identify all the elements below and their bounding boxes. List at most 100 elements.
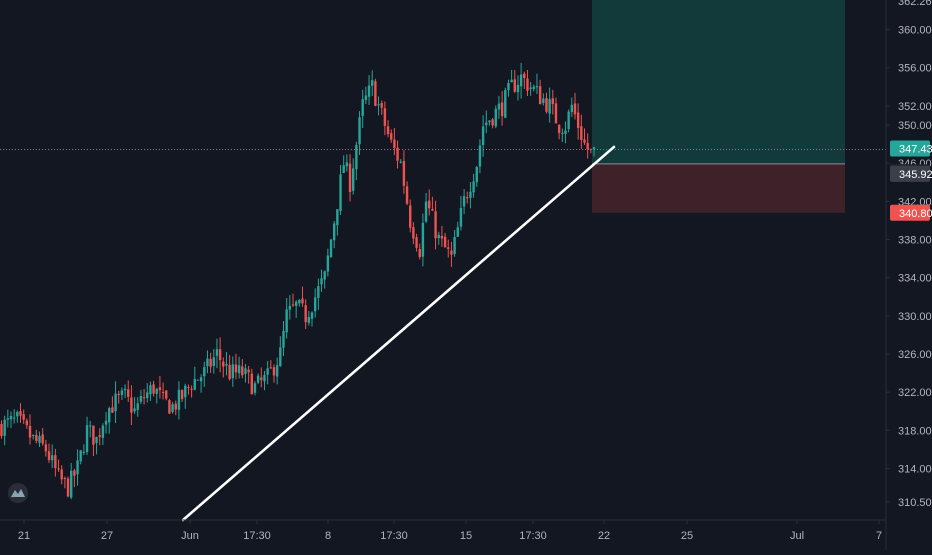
candle [203, 361, 206, 387]
candle [206, 350, 209, 374]
candle [104, 411, 108, 434]
candle [491, 117, 494, 129]
candle [279, 336, 282, 367]
price-tick-label: 338.00 [898, 234, 932, 246]
candle [475, 166, 478, 187]
candle [149, 381, 152, 401]
candle [41, 428, 44, 446]
time-tick-label: 22 [598, 530, 610, 542]
candle [12, 409, 16, 424]
candle [519, 62, 523, 99]
candle [256, 373, 260, 385]
time-tick-label: Jul [790, 530, 804, 542]
candle [592, 146, 596, 157]
price-tick-label: 310.50 [898, 497, 932, 509]
candle [19, 403, 22, 423]
candle [434, 200, 437, 250]
candle [348, 154, 352, 202]
candle [481, 115, 485, 157]
candle [440, 225, 444, 247]
candle [545, 92, 548, 114]
candle [529, 82, 532, 96]
candle [504, 87, 507, 119]
price-axis[interactable]: 310.50 314.00 318.00 322.00 326.00 330.00 334.… [886, 0, 932, 509]
price-tick-label: 330.00 [898, 311, 932, 323]
candle [294, 300, 298, 318]
candle [526, 69, 529, 97]
candle [351, 158, 355, 195]
candle [323, 270, 326, 289]
candle [298, 298, 301, 307]
candle [222, 357, 225, 378]
candle [377, 96, 380, 116]
candle [92, 425, 95, 457]
candle [120, 387, 124, 400]
candle [3, 415, 6, 446]
target-zone[interactable] [592, 0, 845, 164]
trendline[interactable] [181, 145, 616, 522]
candle [580, 114, 583, 149]
candle [589, 148, 593, 154]
price-tick-label: 314.00 [898, 463, 932, 475]
time-tick-label: 21 [18, 530, 30, 542]
time-tick-label: 8 [325, 530, 331, 542]
candle [234, 353, 238, 380]
price-tick-label: 322.00 [898, 387, 932, 399]
candle [355, 141, 358, 181]
candle [573, 92, 577, 120]
time-axis[interactable]: 21 27 Jun 17:30 8 17:30 15 17:30 22 25 Jul 7 [18, 520, 882, 542]
candle [390, 129, 393, 143]
candle [494, 105, 497, 129]
candle [469, 182, 472, 209]
candle [146, 383, 149, 403]
candle [253, 381, 257, 396]
candle [73, 468, 76, 488]
candle [85, 416, 89, 455]
candle [44, 439, 48, 457]
candle [152, 380, 155, 397]
candle [60, 465, 63, 485]
candle [282, 321, 285, 356]
candle [241, 359, 244, 379]
candle [386, 120, 390, 138]
candle [50, 444, 54, 469]
candle [304, 299, 307, 330]
candle [485, 110, 488, 134]
candle [199, 374, 203, 393]
candle [462, 189, 466, 215]
candle [35, 429, 38, 444]
candle [358, 111, 361, 155]
last-price-badge: 347.43 [890, 140, 932, 157]
candle [180, 389, 184, 402]
candle [326, 248, 330, 277]
candle [431, 196, 434, 212]
position-zones[interactable] [0, 0, 845, 213]
price-tick-label: 334.00 [898, 273, 932, 285]
candle [399, 159, 402, 164]
candle [82, 444, 86, 456]
candle [76, 449, 79, 486]
candle [554, 97, 558, 124]
candle [453, 229, 456, 257]
time-tick-label: 17:30 [243, 530, 271, 542]
time-tick-label: Jun [181, 530, 199, 542]
candle [329, 238, 333, 258]
candle [516, 75, 520, 101]
candle [174, 400, 177, 416]
candle [101, 423, 105, 445]
candle [285, 298, 288, 339]
entry-price-badge-label: 345.92 [899, 169, 932, 181]
stop-zone[interactable] [592, 163, 845, 213]
candle [320, 269, 323, 292]
candle [16, 410, 19, 423]
candles [0, 62, 596, 500]
candle [561, 128, 564, 143]
candle [586, 133, 589, 159]
candle [472, 173, 475, 198]
price-tick-label: 360.00 [898, 25, 932, 37]
candle [507, 79, 510, 97]
candle [567, 109, 570, 133]
